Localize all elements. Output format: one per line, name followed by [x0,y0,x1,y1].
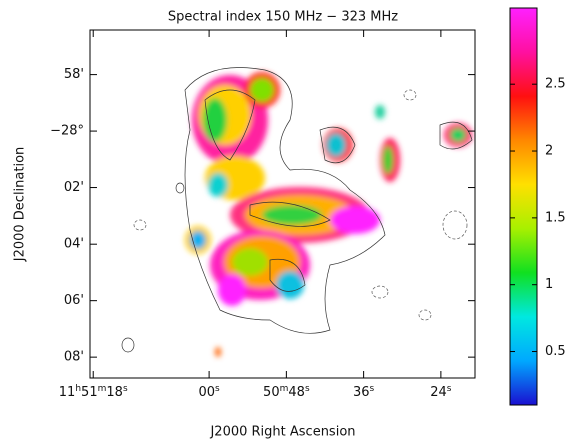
x-tick-label: 24s [430,384,452,400]
y-tick-label: 04' [64,237,84,252]
colorbar-tick-label: 1.5 [545,210,566,225]
x-tick-label: 11h51m18s [59,384,128,400]
chart-title: Spectral index 150 MHz − 323 MHz [168,10,398,25]
plot-frame [89,29,476,379]
y-tick-label: 02' [64,180,84,195]
colorbar-tick-label: 1 [545,277,553,292]
y-tick-label: 08' [64,350,84,365]
x-axis-label: J2000 Right Ascension [209,425,355,440]
colorbar [509,7,538,406]
y-tick-label: 58' [64,67,84,82]
colorbar-tick-label: 2 [545,144,553,159]
image [121,67,473,357]
colorbar-tick-label: 0.5 [545,344,566,359]
y-tick-label: 06' [64,293,84,308]
x-tick-label: 36s [353,384,375,400]
x-tick-label: 00s [198,384,220,400]
y-tick-label: −28° [50,124,84,139]
x-tick-label: 50m48s [263,384,310,400]
colorbar-tick-label: 2.5 [545,77,566,92]
y-axis-label: J2000 Declination [13,147,28,263]
